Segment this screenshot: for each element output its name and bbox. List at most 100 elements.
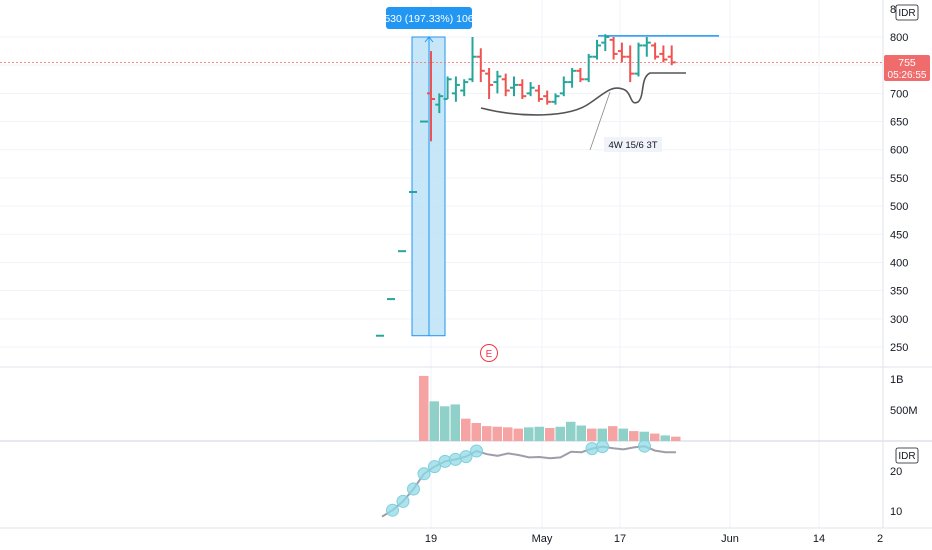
pattern-leader-line	[589, 91, 611, 151]
ohlc-bar	[634, 42, 643, 77]
price-axis-tick: 500	[890, 201, 908, 213]
volume-bar	[555, 426, 565, 441]
price-axis-tick: 300	[890, 314, 908, 326]
ohlc-bar	[427, 51, 435, 142]
ohlc-bar	[443, 76, 452, 100]
ohlc-bar	[493, 70, 502, 94]
rs-new-high-marker	[386, 503, 399, 517]
ohlc-bar	[667, 45, 676, 66]
rs-new-high-marker	[407, 482, 420, 496]
volume-bar	[639, 431, 649, 441]
ohlc-bar	[551, 93, 560, 105]
rs-axis-tick: 20	[890, 466, 902, 478]
rs-currency-label: IDR	[898, 451, 915, 462]
svg-text:E: E	[486, 349, 493, 360]
price-axis-tick: 450	[890, 229, 908, 241]
volume-bar	[545, 427, 555, 441]
volume-bar	[608, 426, 618, 441]
volume-bar	[450, 404, 460, 441]
rs-new-high-marker	[417, 467, 431, 481]
ohlc-bar	[501, 73, 510, 97]
currency-label: IDR	[898, 8, 915, 19]
price-axis-tick: 600	[890, 145, 908, 157]
volume-bar	[576, 425, 586, 441]
volume-bar	[419, 375, 429, 441]
rs-new-high-marker	[428, 460, 441, 474]
ohlc-bar	[559, 76, 568, 97]
volume-bar	[629, 431, 639, 441]
volume-bar	[597, 428, 607, 441]
last-price-label: 755	[898, 57, 916, 69]
volume-bar	[492, 426, 502, 441]
volume-bar	[671, 436, 681, 441]
volume-bar	[482, 426, 492, 441]
cup-handle-pattern-line	[480, 72, 686, 116]
ohlc-bar	[576, 68, 585, 83]
ohlc-bar	[435, 93, 444, 114]
ohlc-bar	[626, 45, 635, 83]
ohlc-bar	[534, 84, 543, 102]
ohlc-bar	[584, 53, 593, 83]
countdown-label: 05:26:55	[888, 70, 927, 81]
ohlc-bar	[642, 37, 651, 57]
ohlc-bar	[609, 37, 618, 60]
price-axis-tick: 250	[890, 342, 908, 354]
price-axis-tick: 350	[890, 286, 908, 298]
rs-line-path	[381, 445, 676, 518]
price-axis-tick: 700	[890, 88, 908, 100]
volume-axis-tick: 500M	[890, 405, 918, 417]
time-axis-tick: Jun	[721, 533, 739, 545]
rs-new-high-marker	[470, 444, 483, 458]
rs-new-high-marker	[638, 439, 651, 453]
ohlc-bar	[543, 90, 552, 105]
ohlc-bar	[617, 42, 626, 63]
volume-bar	[650, 433, 660, 441]
volume-bar	[566, 421, 576, 441]
ohlc-bar	[468, 37, 477, 83]
price-axis-tick: 550	[890, 173, 908, 185]
volume-bar	[440, 406, 450, 441]
price-axis[interactable]: 250300350400450500550600650700750800850	[890, 4, 908, 354]
measure-tool[interactable]: 530 (197.33%) 106	[384, 7, 474, 337]
rs-axis: 10 20	[890, 466, 902, 518]
ohlc-bar	[601, 34, 610, 52]
rs-new-high-marker	[438, 454, 452, 468]
rs-axis-tick: 10	[890, 506, 902, 518]
ohlc-bar	[659, 45, 668, 63]
volume-axis: 1B 500M	[890, 374, 918, 417]
volume-bars	[374, 375, 681, 441]
volume-bar	[461, 418, 471, 441]
currency-badge[interactable]	[895, 4, 919, 21]
last-price-tag: 755 05:26:55	[884, 55, 930, 81]
ohlc-bar	[510, 76, 518, 97]
ohlc-bar	[651, 42, 660, 60]
measure-label-box	[386, 7, 472, 29]
measure-arrowhead-icon	[424, 36, 434, 43]
volume-axis-tick: 1B	[890, 374, 903, 386]
ohlc-bar	[451, 76, 460, 102]
rs-new-high-marker	[459, 450, 473, 464]
ohlc-bar	[460, 79, 469, 97]
volume-bar	[587, 428, 597, 441]
rs-currency-badge[interactable]	[895, 447, 919, 464]
earnings-marker[interactable]: E	[480, 344, 498, 362]
early-price-ticks	[376, 120, 428, 337]
ohlc-bar	[476, 48, 485, 83]
volume-bar	[513, 428, 523, 441]
volume-bar	[503, 427, 513, 441]
volume-bar	[534, 426, 544, 441]
price-axis-tick: 400	[890, 257, 908, 269]
measure-label: 530 (197.33%) 106	[384, 13, 473, 25]
volume-bar	[471, 423, 481, 441]
time-axis-tick: 19	[425, 533, 437, 545]
time-axis-tick: May	[532, 533, 553, 545]
ohlc-bar	[568, 68, 577, 88]
relative-strength-line	[381, 439, 676, 518]
ohlc-bar	[593, 39, 601, 60]
time-axis[interactable]: 19 May 17 Jun 14 2	[425, 533, 883, 545]
time-axis-tick: 17	[614, 533, 626, 545]
time-axis-tick: 2	[877, 533, 883, 545]
ohlc-bar	[526, 82, 535, 97]
ohlc-bar	[485, 68, 494, 99]
